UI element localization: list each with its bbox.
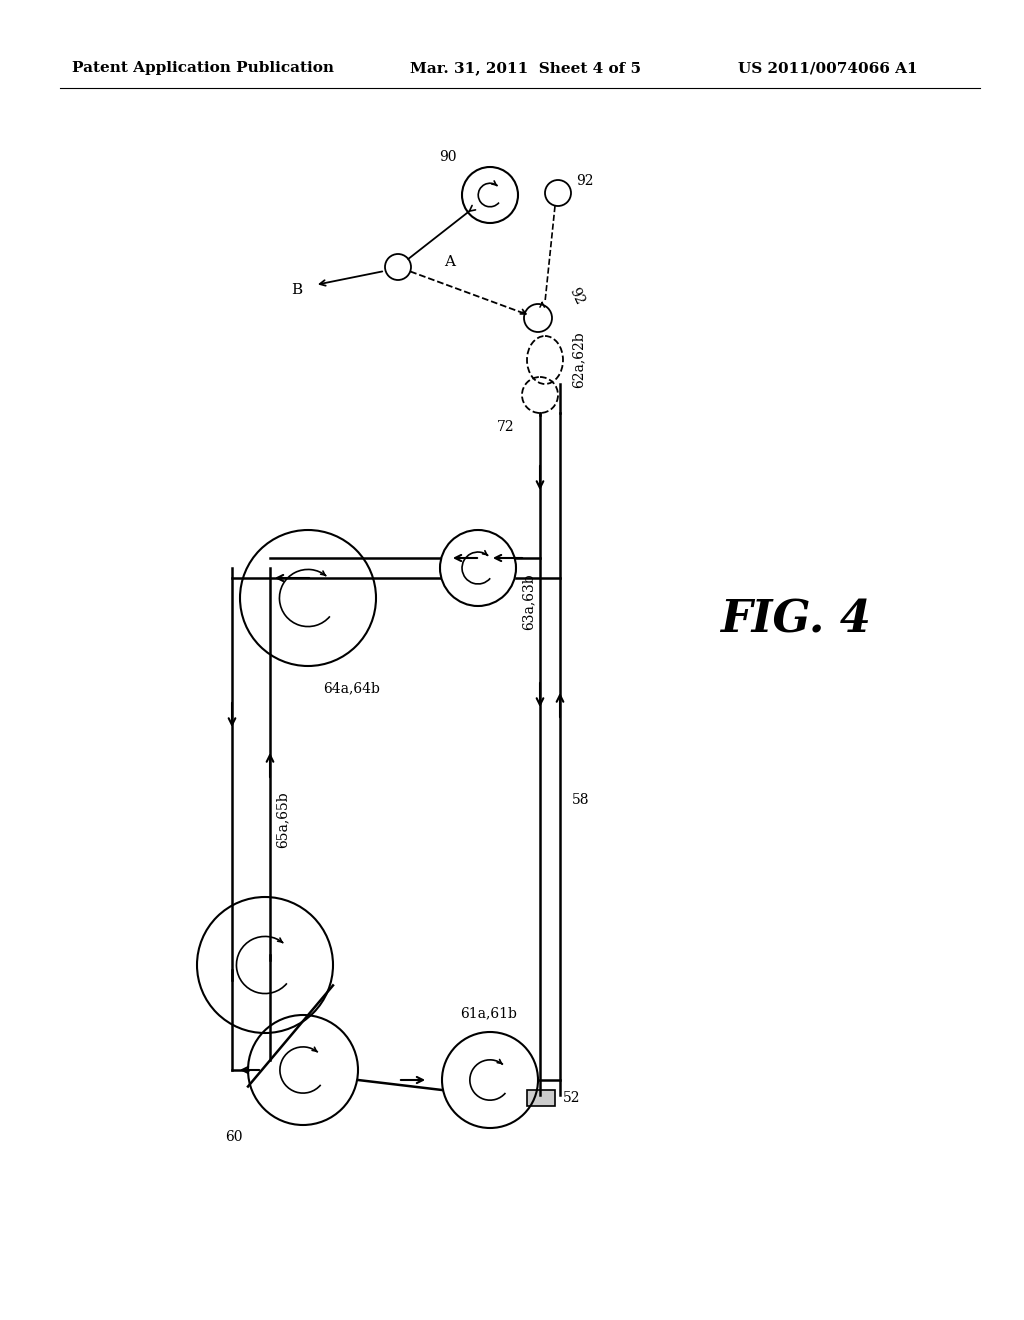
Text: B: B	[291, 282, 302, 297]
Bar	[527, 1090, 555, 1106]
Text: 72: 72	[498, 420, 515, 434]
Text: 61a,61b: 61a,61b	[460, 1006, 517, 1020]
Text: 52: 52	[563, 1092, 581, 1105]
Text: Patent Application Publication: Patent Application Publication	[72, 61, 334, 75]
Text: 90: 90	[439, 150, 457, 164]
Text: A: A	[444, 255, 456, 269]
Text: 65a,65b: 65a,65b	[275, 792, 289, 849]
Text: 92: 92	[575, 174, 594, 187]
Text: 92: 92	[566, 285, 586, 306]
Text: 58: 58	[572, 793, 590, 807]
Text: 62a,62b: 62a,62b	[571, 331, 585, 388]
Text: 63a,63b: 63a,63b	[521, 573, 535, 630]
Text: 64a,64b: 64a,64b	[323, 681, 380, 696]
Text: US 2011/0074066 A1: US 2011/0074066 A1	[738, 61, 918, 75]
Text: Mar. 31, 2011  Sheet 4 of 5: Mar. 31, 2011 Sheet 4 of 5	[410, 61, 641, 75]
Text: 60: 60	[225, 1130, 243, 1144]
Text: FIG. 4: FIG. 4	[720, 598, 870, 642]
